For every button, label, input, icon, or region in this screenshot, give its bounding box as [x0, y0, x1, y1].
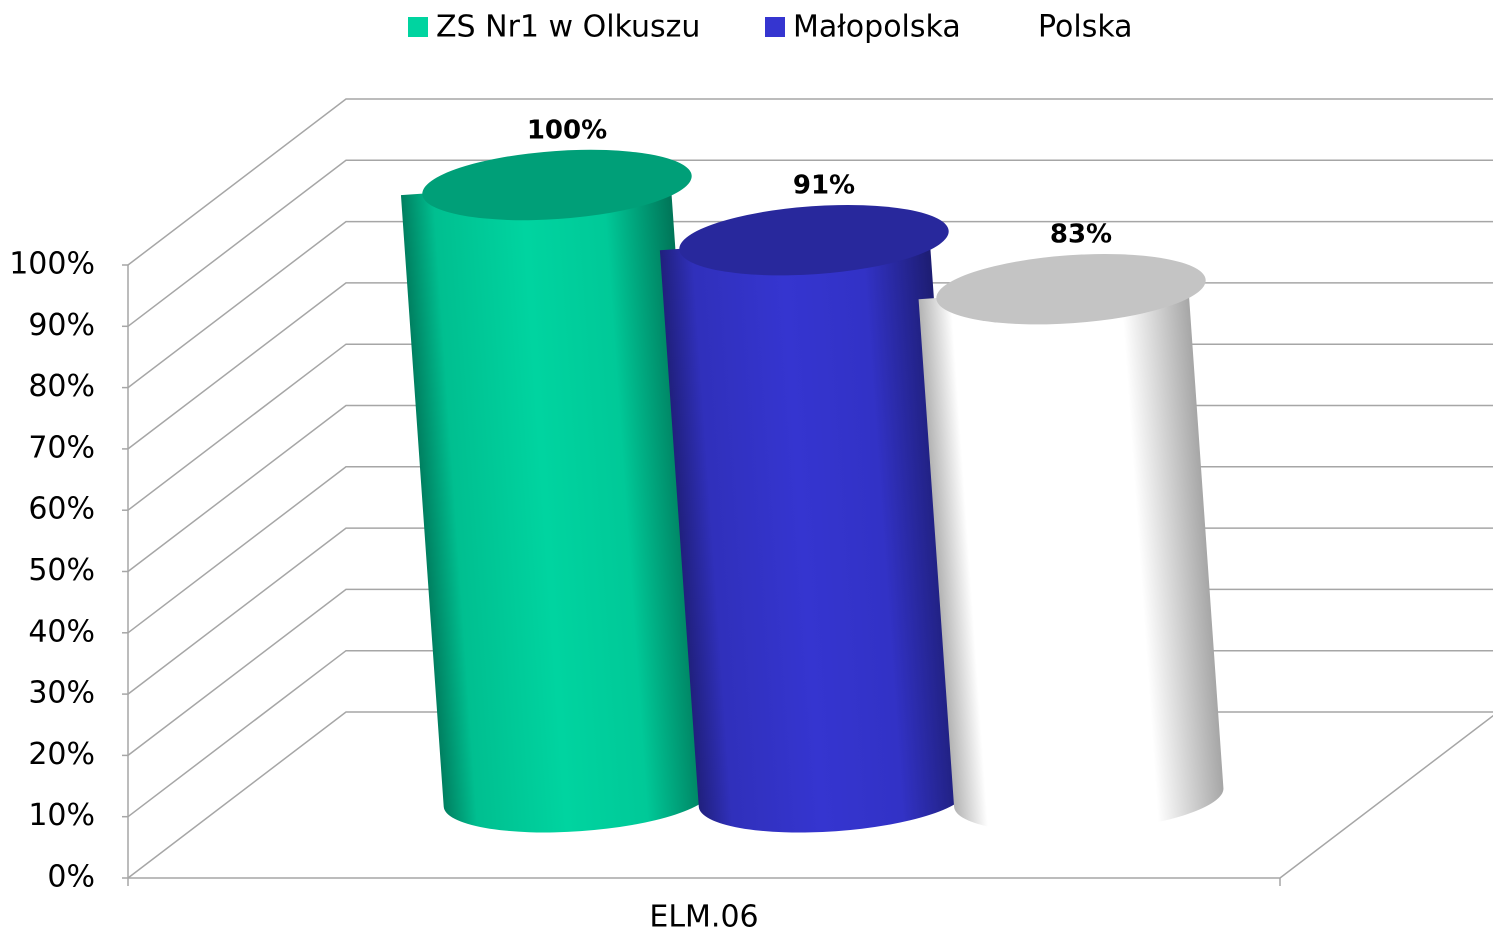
data-label: 100%: [527, 116, 607, 146]
cylinder-top: [679, 204, 949, 276]
y-tick-label: 60%: [28, 492, 95, 527]
grid-line: [127, 159, 1493, 327]
y-tick-label: 30%: [28, 676, 95, 711]
legend-label: Polska: [1038, 10, 1133, 45]
legend-swatch: [1010, 17, 1030, 37]
x-tick-label: ELM.06: [649, 900, 758, 935]
y-tick-label: 20%: [28, 737, 95, 772]
y-tick-label: 100%: [9, 247, 95, 282]
legend-swatch: [408, 17, 428, 37]
y-tick-label: 40%: [28, 614, 95, 649]
legend-swatch: [765, 17, 785, 37]
grid-line: [127, 98, 1493, 266]
y-tick-label: 10%: [28, 798, 95, 833]
y-tick-label: 80%: [28, 369, 95, 404]
y-tick-label: 70%: [28, 430, 95, 465]
cylinder-body: [400, 176, 714, 833]
y-tick-label: 50%: [28, 553, 95, 588]
y-tick-label: 90%: [28, 308, 95, 343]
grid-line: [127, 220, 1493, 389]
cylinder-body: [659, 231, 969, 833]
cylinder-top: [936, 254, 1206, 325]
legend-label: Małopolska: [793, 10, 961, 45]
legend-label: ZS Nr1 w Olkuszu: [436, 10, 700, 45]
cylinder-body: [918, 280, 1224, 833]
data-label: 83%: [1050, 220, 1112, 250]
cylinder-top: [422, 149, 692, 221]
data-label: 91%: [793, 171, 855, 201]
y-tick-label: 0%: [47, 860, 95, 895]
